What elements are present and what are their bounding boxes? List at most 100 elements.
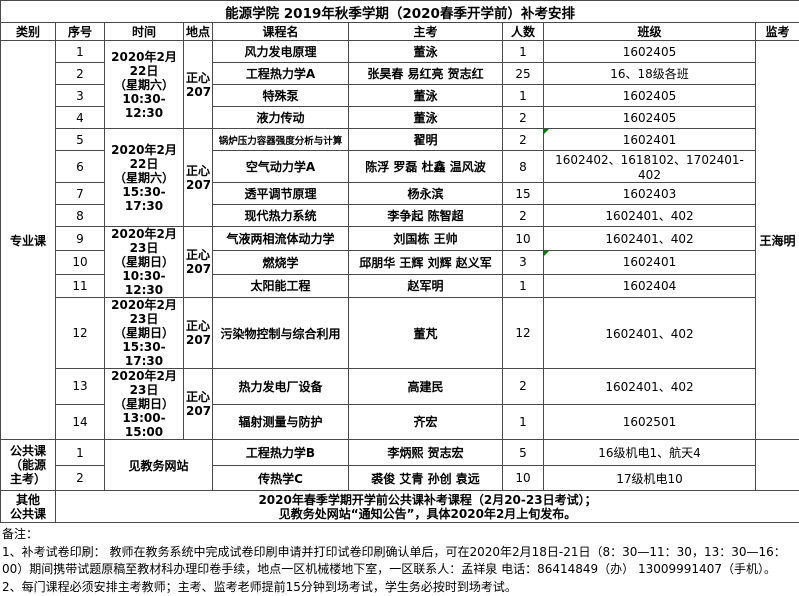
cell-classes: 1602404 — [544, 274, 756, 297]
cell-count: 1 — [503, 85, 544, 107]
cell-course: 现代热力系统 — [213, 205, 349, 227]
cell-examiner: 赵军明 — [349, 274, 503, 297]
cell-examiner: 杨永滨 — [349, 183, 503, 205]
footnote-label: 备注： — [2, 526, 796, 544]
cell-classes: 1602401、402 — [544, 369, 756, 405]
cell-examiner: 董泳 — [349, 107, 503, 129]
cell-no: 6 — [56, 151, 105, 183]
time-date: 2020年2月23日 — [107, 227, 181, 255]
cell-time: 2020年2月23日 （星期日） 15:30-17:30 — [105, 298, 184, 369]
cell-location: 正心 207 — [184, 129, 213, 227]
cell-count: 12 — [503, 298, 544, 369]
time-date: 2020年2月22日 — [107, 50, 181, 78]
time-slot: 15:30-17:30 — [107, 340, 181, 368]
table-row: 专业课 1 2020年2月22日 （星期六） 10:30-12:30 正心 20… — [1, 41, 799, 63]
cell-course: 太阳能工程 — [213, 274, 349, 297]
cell-time: 2020年2月23日 （星期日） 13:00-15:00 — [105, 369, 184, 440]
cell-examiner: 李争起 陈智超 — [349, 205, 503, 227]
table-row: 公共课 （能源 主考） 1 见教务网站 工程热力学B 李炳熙 贺志宏 5 16级… — [1, 440, 799, 466]
cell-time: 2020年2月23日 （星期日） 10:30-12:30 — [105, 227, 184, 298]
time-slot: 15:30-17:30 — [107, 185, 181, 213]
time-weekday: （星期日） — [107, 397, 181, 411]
col-header-examiner: 主考 — [349, 23, 503, 41]
cell-classes: 16、18级各班 — [544, 63, 756, 85]
footnotes: 备注： 1、补考试卷印刷： 教师在教务系统中完成试卷印刷申请并打印试卷印刷确认单… — [0, 523, 799, 596]
other-note-line1: 2020年春季学期开学前公共课补考课程（2月20-23日考试）； — [58, 493, 797, 507]
time-slot: 13:00-15:00 — [107, 411, 181, 439]
col-header-location: 地点 — [184, 23, 213, 41]
cell-classes: 16级机电1、航天4 — [544, 440, 756, 466]
cell-count: 25 — [503, 63, 544, 85]
footnote-item: 2、每门课程必须安排主考教师；主考、监考老师提前15分钟到场考试，学生务必按时到… — [2, 579, 796, 596]
col-header-count: 人数 — [503, 23, 544, 41]
cell-classes: 1602405 — [544, 107, 756, 129]
cell-invigilator-empty — [756, 440, 799, 491]
excel-error-indicator — [544, 251, 549, 256]
cell-count: 2 — [503, 369, 544, 405]
cell-classes: 1602401 — [544, 129, 756, 151]
cell-classes: 17级机电10 — [544, 466, 756, 491]
time-weekday: （星期日） — [107, 255, 181, 269]
table-row: 5 2020年2月22日 （星期六） 15:30-17:30 正心 207 锅炉… — [1, 129, 799, 151]
cell-count: 5 — [503, 440, 544, 466]
cell-count: 2 — [503, 205, 544, 227]
cell-no: 1 — [56, 41, 105, 63]
table-row: 13 2020年2月23日 （星期日） 13:00-15:00 正心 207 热… — [1, 369, 799, 405]
col-header-no: 序号 — [56, 23, 105, 41]
cell-classes: 1602405 — [544, 85, 756, 107]
col-header-classes: 班级 — [544, 23, 756, 41]
cell-examiner: 陈浮 罗磊 杜鑫 温风波 — [349, 151, 503, 183]
cell-course: 工程热力学B — [213, 440, 349, 466]
cell-time-note: 见教务网站 — [105, 440, 213, 491]
cell-no: 8 — [56, 205, 105, 227]
cell-examiner: 董芃 — [349, 298, 503, 369]
location-room: 207 — [186, 85, 210, 99]
cell-examiner: 董泳 — [349, 41, 503, 63]
cell-other-note: 2020年春季学期开学前公共课补考课程（2月20-23日考试）； 见教务处网站“… — [56, 491, 799, 523]
cell-course: 风力发电原理 — [213, 41, 349, 63]
cell-course: 锅炉压力容器强度分析与计算 — [213, 129, 349, 151]
cell-no: 10 — [56, 251, 105, 274]
cell-classes: 1602405 — [544, 41, 756, 63]
cell-count: 2 — [503, 129, 544, 151]
excel-error-indicator — [544, 129, 549, 134]
cell-classes: 1602402、1618102、1702401-402 — [544, 151, 756, 183]
cell-examiner: 张昊春 易红亮 贺志红 — [349, 63, 503, 85]
time-date: 2020年2月22日 — [107, 143, 181, 171]
cell-time: 2020年2月22日 （星期六） 15:30-17:30 — [105, 129, 184, 227]
cell-examiner: 齐宏 — [349, 404, 503, 440]
cell-time: 2020年2月22日 （星期六） 10:30-12:30 — [105, 41, 184, 129]
location-building: 正心 — [186, 390, 210, 404]
cell-no: 14 — [56, 404, 105, 440]
cell-category-major: 专业课 — [1, 41, 56, 440]
location-building: 正心 — [186, 248, 210, 262]
time-slot: 10:30-12:30 — [107, 269, 181, 297]
cell-classes: 1602501 — [544, 404, 756, 440]
cell-count: 10 — [503, 227, 544, 251]
col-header-time: 时间 — [105, 23, 184, 41]
cell-count: 3 — [503, 251, 544, 274]
cell-location: 正心 207 — [184, 369, 213, 440]
cell-count: 15 — [503, 183, 544, 205]
makeup-exam-table: 能源学院 2019年秋季学期（2020春季开学前）补考安排 类别 序号 时间 地… — [0, 0, 799, 523]
other-note-line2: 见教务处网站“通知公告”，具体2020年2月上旬发布。 — [58, 507, 797, 521]
cell-no: 2 — [56, 63, 105, 85]
cell-no: 13 — [56, 369, 105, 405]
cell-classes: 1602401、402 — [544, 205, 756, 227]
cell-count: 1 — [503, 41, 544, 63]
location-building: 正心 — [186, 319, 210, 333]
table-row: 12 2020年2月23日 （星期日） 15:30-17:30 正心 207 污… — [1, 298, 799, 369]
col-header-course: 课程名 — [213, 23, 349, 41]
cell-course: 特殊泵 — [213, 85, 349, 107]
location-room: 207 — [186, 333, 210, 347]
location-room: 207 — [186, 262, 210, 276]
cell-course: 气液两相流体动力学 — [213, 227, 349, 251]
cell-no: 9 — [56, 227, 105, 251]
cell-count: 1 — [503, 404, 544, 440]
time-weekday: （星期六） — [107, 78, 181, 92]
cell-no: 11 — [56, 274, 105, 297]
cell-course: 工程热力学A — [213, 63, 349, 85]
cell-course: 液力传动 — [213, 107, 349, 129]
time-date: 2020年2月23日 — [107, 369, 181, 397]
cell-no: 1 — [56, 440, 105, 466]
